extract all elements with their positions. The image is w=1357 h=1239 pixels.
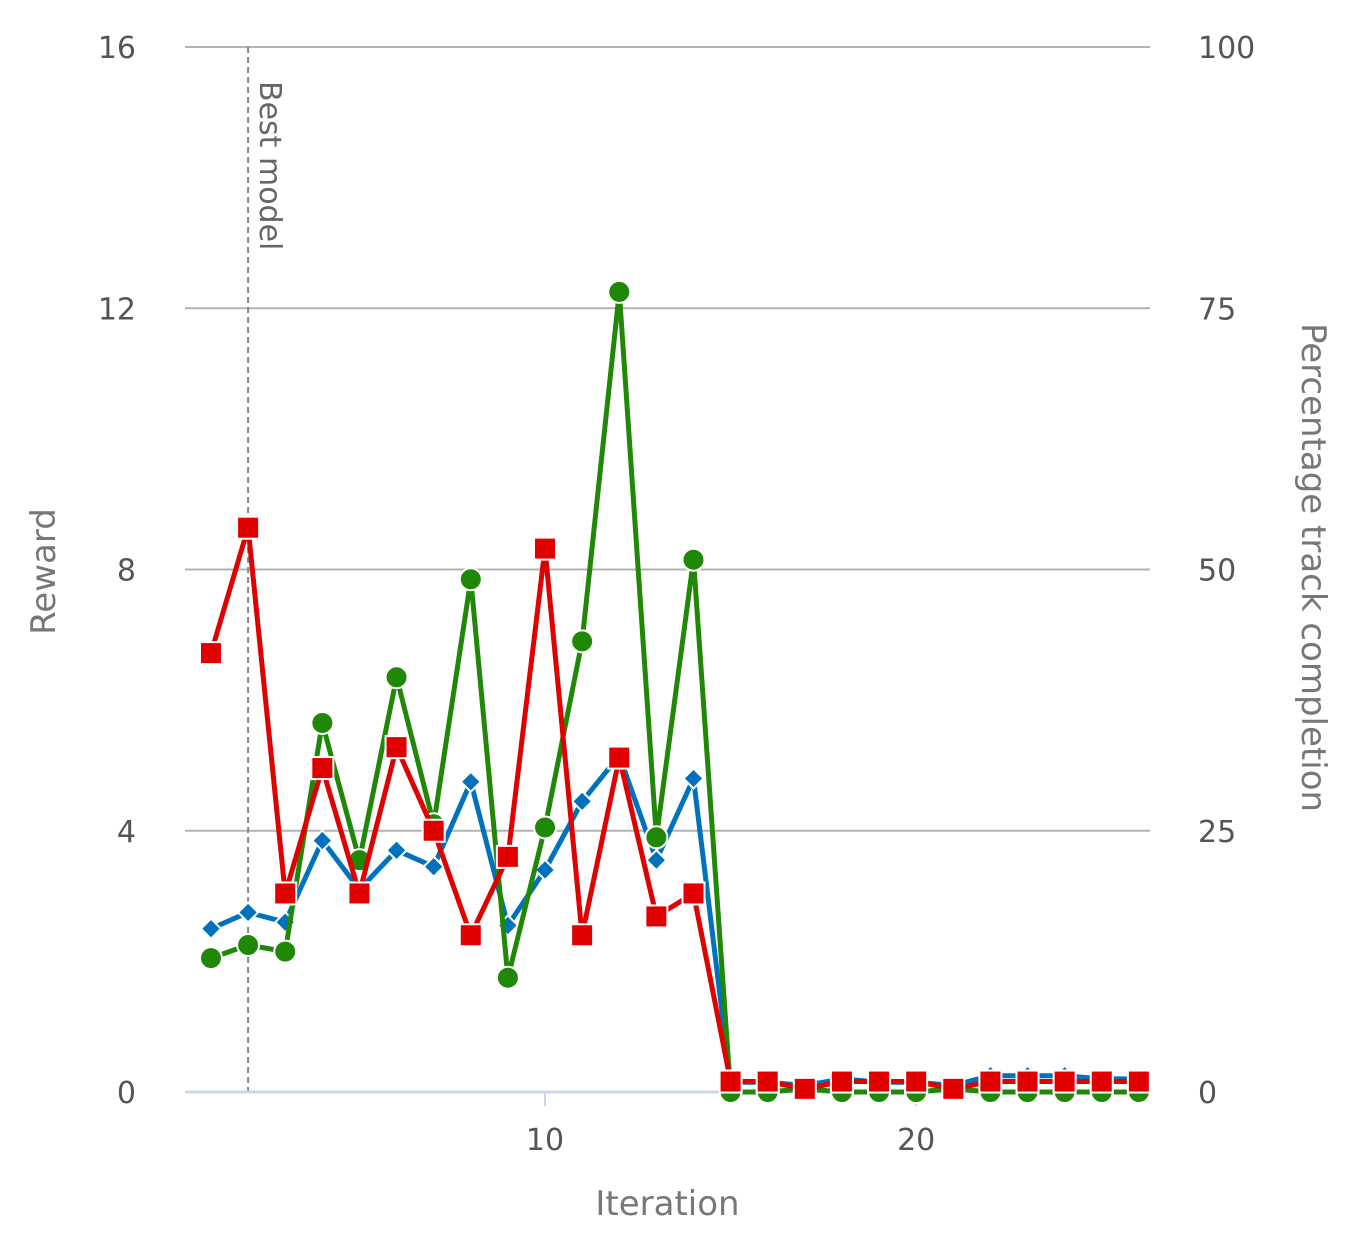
- data-point: [681, 547, 706, 572]
- data-point: [236, 515, 261, 540]
- data-point: [422, 855, 446, 879]
- data-point: [384, 665, 409, 690]
- y2-tick-label: 50: [1198, 554, 1236, 589]
- data-point: [682, 767, 705, 790]
- data-point: [198, 641, 223, 666]
- series-1: [198, 279, 1151, 1104]
- series-line: [210, 289, 1139, 1095]
- data-point: [904, 1069, 929, 1094]
- data-point: [533, 536, 558, 561]
- series-line: [209, 753, 1139, 1088]
- data-point: [570, 629, 595, 654]
- y-axis-title: Reward: [24, 508, 64, 635]
- y-tick-label: 16: [98, 31, 136, 66]
- data-point: [867, 1069, 892, 1094]
- data-point: [978, 1069, 1003, 1094]
- data-point: [310, 829, 334, 852]
- data-point: [459, 770, 483, 794]
- data-point: [1052, 1069, 1077, 1094]
- data-point: [310, 710, 335, 735]
- y-tick-label: 0: [117, 1076, 136, 1111]
- data-point: [458, 567, 483, 592]
- x-tick-label: 10: [526, 1123, 564, 1158]
- grid-lines: [185, 46, 1150, 832]
- data-point: [236, 933, 261, 958]
- data-point: [570, 923, 595, 948]
- y2-tick-label: 100: [1198, 31, 1255, 66]
- series-line: [208, 525, 1139, 1092]
- data-point: [533, 858, 557, 882]
- data-point: [199, 917, 223, 941]
- data-point: [310, 756, 335, 781]
- data-point: [198, 946, 223, 971]
- data-point: [644, 825, 669, 850]
- data-point: [421, 818, 446, 843]
- y-axis-left: 0 4 8 12 16: [98, 31, 136, 1111]
- series-layer: [198, 279, 1151, 1104]
- data-point: [570, 789, 594, 813]
- y-axis-right: 0 25 50 75 100: [1198, 31, 1255, 1111]
- data-point: [681, 881, 706, 906]
- y2-tick-label: 0: [1198, 1076, 1217, 1111]
- data-point: [1015, 1069, 1040, 1094]
- data-point: [941, 1076, 966, 1101]
- data-point: [273, 881, 298, 906]
- data-point: [1089, 1069, 1114, 1094]
- y2-tick-label: 75: [1198, 292, 1236, 327]
- y-tick-label: 8: [117, 554, 136, 589]
- series-2: [198, 515, 1151, 1101]
- best-model-label: Best model: [252, 81, 287, 250]
- data-point: [384, 735, 409, 760]
- x-axis-title: Iteration: [595, 1184, 739, 1224]
- data-point: [495, 844, 520, 869]
- data-point: [755, 1069, 780, 1094]
- data-point: [607, 279, 632, 304]
- data-point: [458, 923, 483, 948]
- x-axis: 10 20: [185, 1090, 1150, 1158]
- data-point: [644, 904, 669, 929]
- data-point: [644, 848, 668, 872]
- y-tick-label: 4: [117, 815, 136, 850]
- data-point: [236, 900, 260, 924]
- x-tick-label: 20: [897, 1123, 935, 1158]
- data-point: [385, 838, 408, 862]
- data-point: [792, 1076, 817, 1101]
- data-point: [1126, 1069, 1151, 1094]
- data-point: [533, 815, 558, 840]
- data-point: [495, 965, 520, 990]
- data-point: [829, 1069, 854, 1094]
- y2-tick-label: 25: [1198, 815, 1236, 850]
- data-point: [718, 1069, 743, 1094]
- data-point: [273, 939, 298, 964]
- y2-axis-title: Percentage track completion: [1293, 323, 1333, 812]
- data-point: [607, 745, 632, 770]
- y-tick-label: 12: [98, 292, 136, 327]
- data-point: [347, 881, 372, 906]
